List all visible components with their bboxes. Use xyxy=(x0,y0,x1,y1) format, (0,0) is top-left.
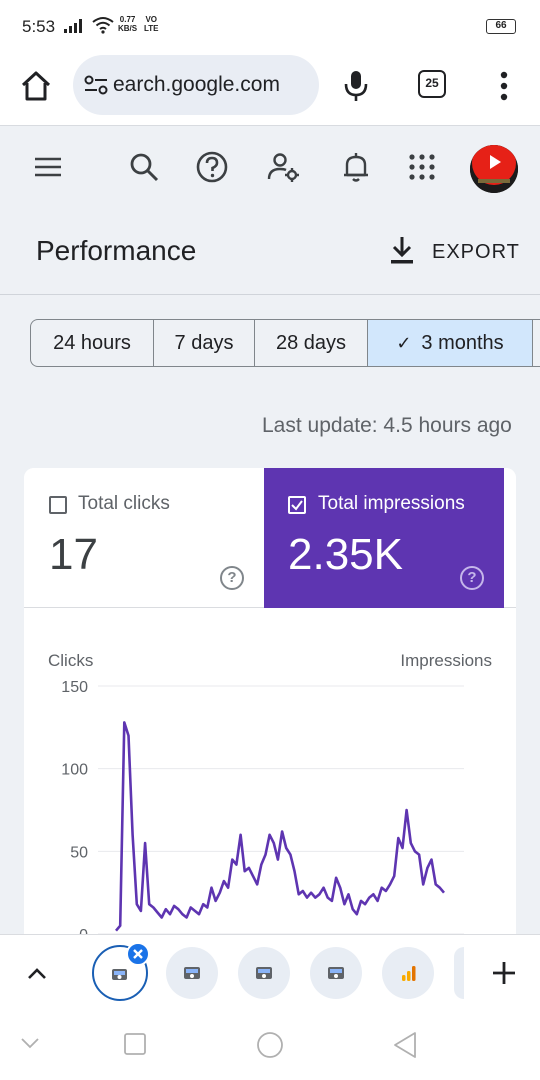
back-icon[interactable] xyxy=(392,1031,418,1059)
performance-chart: Clicks Impressions 150 100 50 0 xyxy=(48,651,492,938)
home-nav-icon[interactable] xyxy=(256,1031,284,1059)
export-button[interactable]: EXPORT xyxy=(388,235,528,269)
search-console-tab-icon xyxy=(184,967,200,979)
metric-value: 2.35K xyxy=(288,530,403,579)
range-label: 3 months xyxy=(421,332,504,354)
apps-grid-icon[interactable] xyxy=(404,149,440,185)
metric-total-clicks[interactable]: Total clicks 17 ? xyxy=(24,468,264,608)
range-chip-3-months[interactable]: ✓ 3 months xyxy=(368,320,533,366)
analytics-tab-icon xyxy=(402,966,416,981)
new-tab-icon[interactable] xyxy=(490,959,518,987)
net-speed-value: 0.77 xyxy=(119,15,136,24)
metric-label: Total clicks xyxy=(78,493,170,514)
site-settings-icon[interactable] xyxy=(83,74,109,96)
y-tick-label: 50 xyxy=(70,844,88,861)
download-icon xyxy=(391,237,413,264)
tab-switcher-button[interactable]: 25 xyxy=(418,70,446,98)
tab-item[interactable] xyxy=(166,947,218,999)
volte-top: VO xyxy=(145,15,158,24)
impressions-series-line xyxy=(115,721,445,932)
battery-icon: 66 xyxy=(486,19,516,34)
help-icon[interactable] xyxy=(194,149,230,185)
help-icon[interactable]: ? xyxy=(220,566,244,590)
menu-icon[interactable] xyxy=(30,149,66,185)
range-chip-7-days[interactable]: 7 days xyxy=(154,320,255,366)
y-tick-label: 0 xyxy=(79,927,88,938)
performance-card: Total clicks 17 ? Total impressions 2.35… xyxy=(24,468,516,938)
close-tab-icon[interactable] xyxy=(126,942,150,966)
home-icon[interactable] xyxy=(18,68,54,104)
checkbox-unchecked-icon[interactable] xyxy=(49,496,67,514)
browser-toolbar: earch.google.com 25 xyxy=(0,54,540,126)
chevron-up-icon[interactable] xyxy=(26,963,48,985)
metric-total-impressions[interactable]: Total impressions 2.35K ? xyxy=(264,468,504,608)
search-console-tab-icon xyxy=(328,967,344,979)
page-title: Performance xyxy=(36,235,197,266)
range-label: 28 days xyxy=(275,332,347,354)
chevron-down-icon[interactable] xyxy=(20,1036,40,1050)
range-chip-24-hours[interactable]: 24 hours xyxy=(31,320,154,366)
tab-item[interactable] xyxy=(238,947,290,999)
metric-label: Total impressions xyxy=(318,493,465,514)
avatar[interactable] xyxy=(470,145,518,193)
status-bar: 5:53 0.77 KB/S VO LTE 66 xyxy=(0,0,540,54)
manage-users-icon[interactable] xyxy=(266,149,302,185)
app-toolbar xyxy=(0,127,540,207)
left-axis-label: Clicks xyxy=(48,651,93,670)
recents-icon[interactable] xyxy=(124,1033,146,1055)
search-console-tab-icon xyxy=(112,969,127,980)
range-label: 7 days xyxy=(174,332,234,354)
volte-badge: VO LTE xyxy=(144,15,159,33)
signal-icon xyxy=(64,19,82,33)
date-range-selector: 24 hours 7 days 28 days ✓ 3 months xyxy=(30,319,540,367)
checkbox-checked-icon[interactable] xyxy=(288,496,306,514)
tab-strip xyxy=(0,934,540,1014)
range-chip-28-days[interactable]: 28 days xyxy=(255,320,368,366)
youtube-avatar-icon xyxy=(470,145,518,193)
wifi-icon xyxy=(92,17,114,34)
metric-value: 17 xyxy=(49,530,98,579)
last-update-text: Last update: 4.5 hours ago xyxy=(262,414,512,437)
export-label: EXPORT xyxy=(432,241,520,263)
right-axis-label: Impressions xyxy=(400,651,492,670)
mic-icon[interactable] xyxy=(342,68,370,104)
range-label: 24 hours xyxy=(53,332,131,354)
bell-icon[interactable] xyxy=(338,149,374,185)
search-icon[interactable] xyxy=(126,149,162,185)
net-speed: 0.77 KB/S xyxy=(118,15,137,33)
y-tick-label: 100 xyxy=(61,762,88,779)
tab-item[interactable] xyxy=(382,947,434,999)
y-tick-label: 150 xyxy=(61,679,88,696)
net-speed-unit: KB/S xyxy=(118,24,138,33)
status-time: 5:53 xyxy=(22,17,56,36)
help-icon[interactable]: ? xyxy=(460,566,484,590)
address-bar[interactable]: earch.google.com xyxy=(73,55,319,115)
url-text: earch.google.com xyxy=(113,73,280,96)
performance-header: Performance EXPORT xyxy=(0,207,540,295)
check-icon: ✓ xyxy=(396,333,412,353)
search-console-tab-icon xyxy=(256,967,272,979)
tab-item[interactable] xyxy=(310,947,362,999)
more-vert-icon[interactable] xyxy=(494,68,514,104)
system-nav-bar xyxy=(0,1014,540,1080)
volte-bottom: LTE xyxy=(144,24,159,33)
tab-item-partial[interactable] xyxy=(454,947,464,999)
metric-divider xyxy=(504,468,516,608)
